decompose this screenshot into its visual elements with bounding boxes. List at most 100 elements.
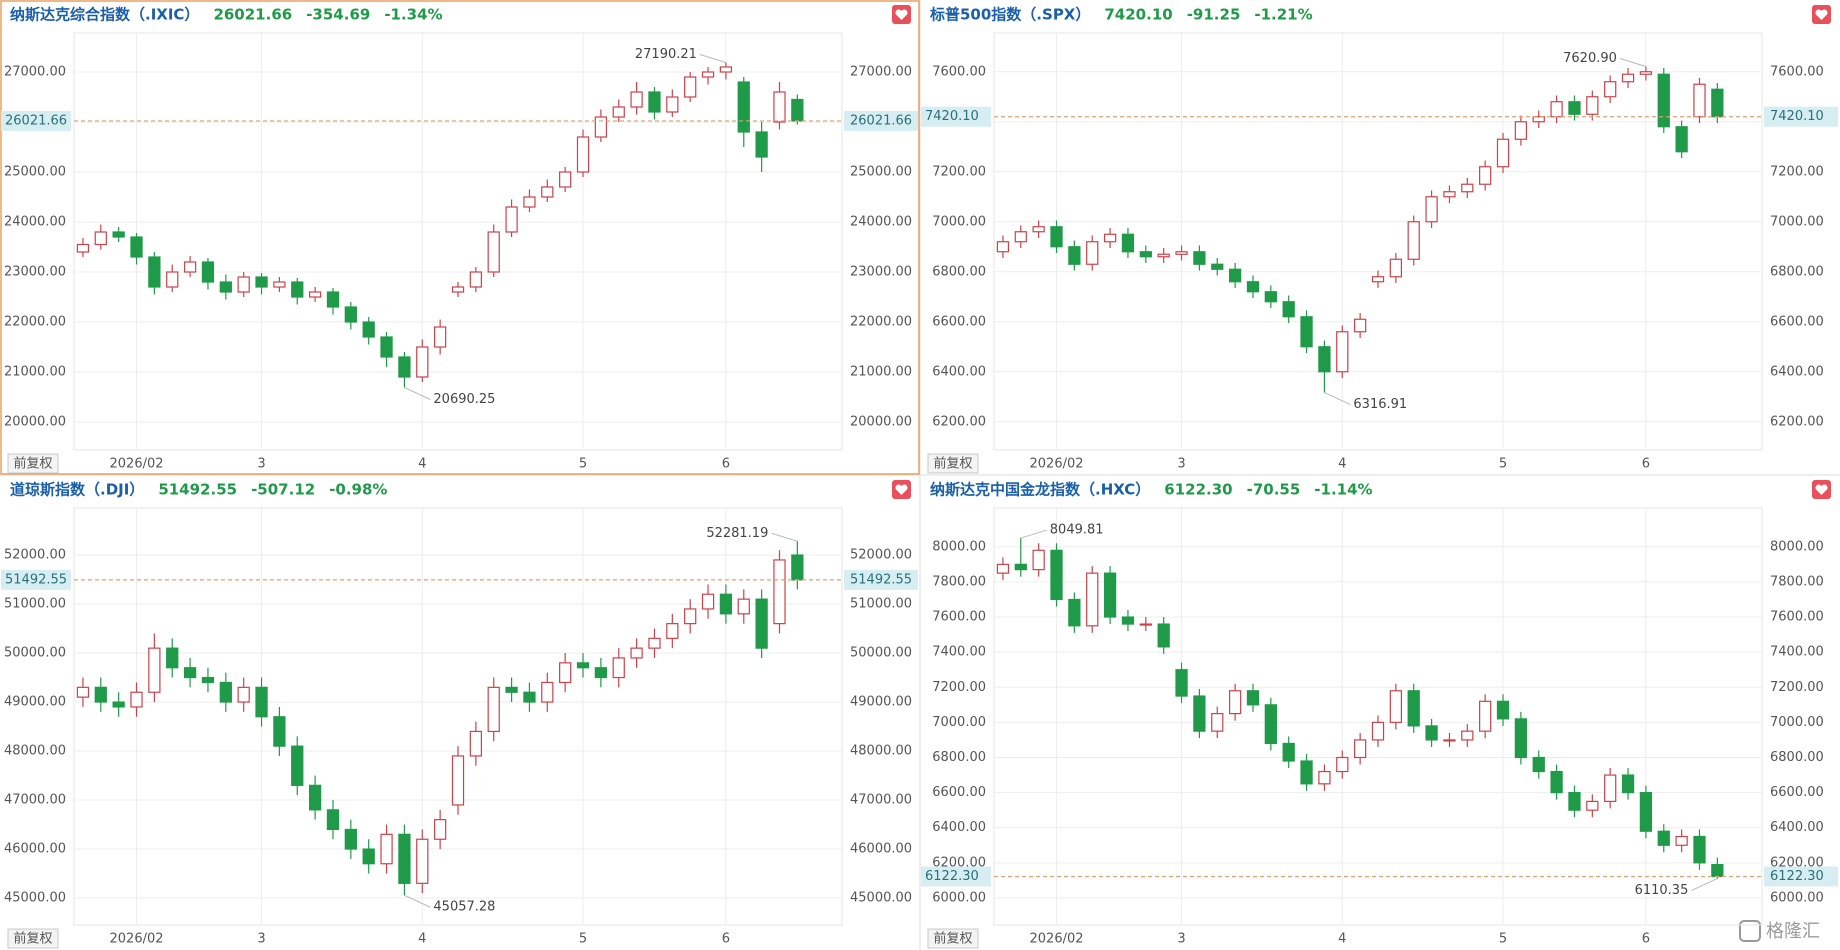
adjust-button-label[interactable]: 前复权 bbox=[13, 456, 52, 472]
candle-body bbox=[112, 701, 125, 708]
y-tick-label-right: 6200.00 bbox=[1770, 414, 1824, 429]
candle-body bbox=[576, 136, 590, 173]
candle-body bbox=[1246, 690, 1260, 706]
y-tick-label-right: 7600.00 bbox=[1770, 610, 1824, 625]
candle-body bbox=[1514, 121, 1528, 140]
adjust-button-box[interactable] bbox=[927, 928, 979, 949]
candle-body bbox=[1675, 835, 1688, 846]
x-tick-label: 3 bbox=[1177, 457, 1185, 472]
candle-body bbox=[1425, 196, 1438, 223]
adjust-button-box[interactable] bbox=[927, 453, 979, 474]
candle-body bbox=[1336, 331, 1349, 373]
favorite-heart[interactable] bbox=[895, 484, 908, 495]
y-tick-label-left: 6200.00 bbox=[932, 414, 986, 429]
adjust-button-label[interactable]: 前复权 bbox=[933, 931, 972, 947]
max-annotation: 7620.90 bbox=[1563, 51, 1617, 66]
candle-body bbox=[1157, 623, 1170, 648]
watermark: 格隆汇 bbox=[1739, 920, 1820, 942]
adjust-button[interactable]: 前复权 bbox=[7, 928, 59, 949]
candle-body bbox=[1604, 774, 1617, 802]
candle-body bbox=[1157, 253, 1170, 258]
candle-body bbox=[1639, 71, 1653, 75]
y-tick-label-right: 48000.00 bbox=[850, 744, 912, 759]
y-tick-label-right: 6400.00 bbox=[1770, 820, 1824, 835]
y-tick-label-left: 27000.00 bbox=[4, 65, 66, 80]
chart-title: 标普500指数（.SPX） bbox=[929, 6, 1090, 24]
y-tick-label-right: 7600.00 bbox=[1770, 64, 1824, 79]
candle-body bbox=[219, 281, 232, 293]
y-tick-label-left: 6800.00 bbox=[932, 264, 986, 279]
candle-body bbox=[94, 686, 107, 703]
adjust-button[interactable]: 前复权 bbox=[7, 453, 59, 474]
chart-panel: 20000.00 20000.00 21000.00 21000.00 22000.00… bbox=[0, 0, 920, 475]
candle-body bbox=[130, 691, 143, 708]
y-tick-label-right: 45000.00 bbox=[850, 891, 912, 906]
candle-body bbox=[1425, 725, 1438, 741]
candle-body bbox=[523, 691, 536, 703]
y-tick-label-left: 49000.00 bbox=[4, 695, 66, 710]
candle-body bbox=[1693, 83, 1706, 118]
candle-body bbox=[1354, 318, 1367, 333]
candle-body bbox=[1443, 191, 1456, 198]
candle-body bbox=[1639, 792, 1653, 832]
header-change-pct: -1.21% bbox=[1254, 6, 1312, 24]
candle-body bbox=[773, 559, 786, 625]
x-tick-label: 5 bbox=[579, 932, 587, 947]
y-tick-label-right: 24000.00 bbox=[850, 215, 912, 230]
max-annotation-leader bbox=[1619, 58, 1647, 68]
y-tick-label-right: 6400.00 bbox=[1770, 364, 1824, 379]
favorite-button[interactable] bbox=[1812, 480, 1831, 499]
candle-body bbox=[541, 186, 554, 198]
adjust-button-label[interactable]: 前复权 bbox=[13, 931, 52, 947]
candle-body bbox=[1050, 549, 1063, 601]
favorite-button[interactable] bbox=[892, 5, 911, 24]
favorite-heart[interactable] bbox=[895, 9, 908, 20]
candle-body bbox=[1050, 226, 1063, 248]
candle-body bbox=[1300, 760, 1313, 785]
y-tick-label-left: 23000.00 bbox=[4, 265, 66, 280]
candle-body bbox=[1461, 183, 1474, 193]
candle-body bbox=[1264, 704, 1277, 745]
y-tick-label-right: 7200.00 bbox=[1770, 164, 1824, 179]
candle-body bbox=[1193, 251, 1206, 265]
candle-body bbox=[701, 71, 715, 78]
plot-area bbox=[73, 507, 843, 926]
candle-body bbox=[451, 755, 465, 806]
candle-body bbox=[94, 231, 107, 246]
candle-body bbox=[755, 598, 768, 649]
favorite-heart[interactable] bbox=[1815, 9, 1828, 20]
candle-body bbox=[1371, 721, 1385, 741]
header-change-pct: -1.34% bbox=[384, 6, 442, 24]
y-tick-label-left: 7000.00 bbox=[932, 715, 986, 730]
candle-body bbox=[1139, 623, 1152, 626]
candle-body bbox=[1193, 695, 1206, 732]
candle-body bbox=[505, 686, 518, 693]
candle-body bbox=[541, 681, 554, 703]
adjust-button[interactable]: 前复权 bbox=[927, 928, 979, 949]
adjust-button-box[interactable] bbox=[7, 928, 59, 949]
y-tick-label-right: 7000.00 bbox=[1770, 715, 1824, 730]
x-tick-label: 3 bbox=[257, 932, 265, 947]
min-annotation-leader bbox=[1324, 392, 1351, 405]
candle-body bbox=[469, 271, 482, 288]
candle-body bbox=[166, 647, 179, 669]
y-tick-label-left: 6400.00 bbox=[932, 364, 986, 379]
favorite-button[interactable] bbox=[892, 480, 911, 499]
candle-body bbox=[755, 131, 768, 158]
last-price-badge bbox=[921, 106, 991, 127]
y-tick-label-right: 27000.00 bbox=[850, 65, 912, 80]
adjust-button-box[interactable] bbox=[7, 453, 59, 474]
adjust-button-label[interactable]: 前复权 bbox=[933, 456, 972, 472]
candle-body bbox=[219, 681, 232, 703]
y-tick-label-left: 7200.00 bbox=[932, 680, 986, 695]
adjust-button[interactable]: 前复权 bbox=[927, 453, 979, 474]
y-tick-label-left: 7600.00 bbox=[932, 610, 986, 625]
candle-body bbox=[684, 608, 697, 625]
candle-body bbox=[1175, 251, 1188, 255]
favorite-button[interactable] bbox=[1812, 5, 1831, 24]
y-tick-label-right: 51000.00 bbox=[850, 597, 912, 612]
candle-body bbox=[1086, 241, 1099, 265]
min-annotation: 45057.28 bbox=[433, 900, 495, 915]
candle-body bbox=[291, 745, 304, 786]
favorite-heart[interactable] bbox=[1815, 484, 1828, 495]
